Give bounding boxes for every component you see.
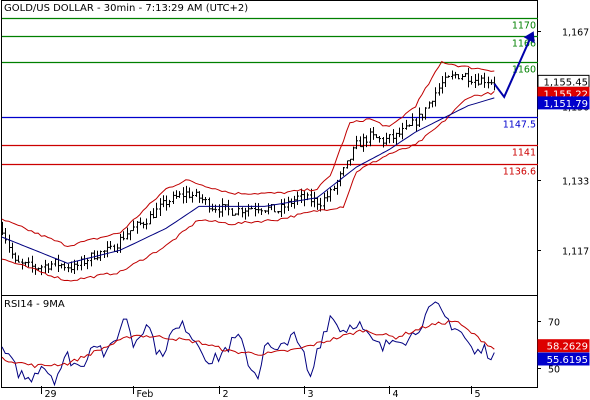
bollinger-upper-band	[1, 60, 495, 248]
price-tag-2-box	[537, 96, 590, 110]
time-axis-tick-label: 29	[45, 389, 57, 400]
resistance-level-1-label: 1166	[512, 39, 536, 50]
forecast-arrow-line	[493, 36, 532, 99]
bollinger-lower-band	[1, 91, 495, 282]
price-chart-title: GOLD/US DOLLAR - 30min - 7:13:29 AM (UTC…	[4, 3, 248, 14]
rsi-tag-0-box	[537, 339, 590, 353]
rsi-tag-0-label: 58.2629	[547, 342, 588, 353]
resistance-level-0-label: 1170	[512, 21, 536, 32]
price-y-tick-label: 1,117	[562, 247, 589, 258]
price-tag-1-label: 1,155.22	[543, 89, 588, 100]
resistance-level-2-label: 1160	[512, 65, 536, 76]
rsi-tag-1-box	[537, 352, 590, 366]
time-axis-tick-label: 4	[393, 389, 399, 400]
price-tag-0-label: 1,155.45	[543, 77, 588, 88]
price-y-tick-label: 1,167	[562, 28, 589, 39]
price-panel: GOLD/US DOLLAR - 30min - 7:13:29 AM (UTC…	[1, 0, 590, 296]
rsi-ma-line	[1, 320, 495, 369]
rsi-tag-1-label: 55.6195	[547, 355, 588, 366]
time-axis: 29 Feb 2 3 4 5	[2, 386, 537, 400]
moving-average-line	[1, 97, 495, 264]
time-axis-tick-label: 5	[475, 389, 481, 400]
rsi-y-tick-label: 50	[548, 365, 560, 376]
time-axis-tick-label: Feb	[137, 389, 154, 400]
support-level-0-label: 1141	[512, 148, 536, 159]
time-axis-tick-label: 2	[223, 389, 229, 400]
price-bars	[1, 67, 496, 276]
price-y-tick-label: 1,133	[562, 177, 589, 188]
support-level-1-label: 1136.6	[503, 167, 536, 178]
forecast-arrow-head	[523, 31, 535, 44]
time-axis-tick-label: 3	[308, 389, 314, 400]
rsi-y-tick-label: 70	[548, 318, 560, 329]
pivot-level-label: 1147.5	[503, 120, 536, 131]
price-tag-2-label: 1,151.79	[543, 99, 588, 110]
rsi-chart-title: RSI14 - 9MA	[4, 299, 65, 310]
